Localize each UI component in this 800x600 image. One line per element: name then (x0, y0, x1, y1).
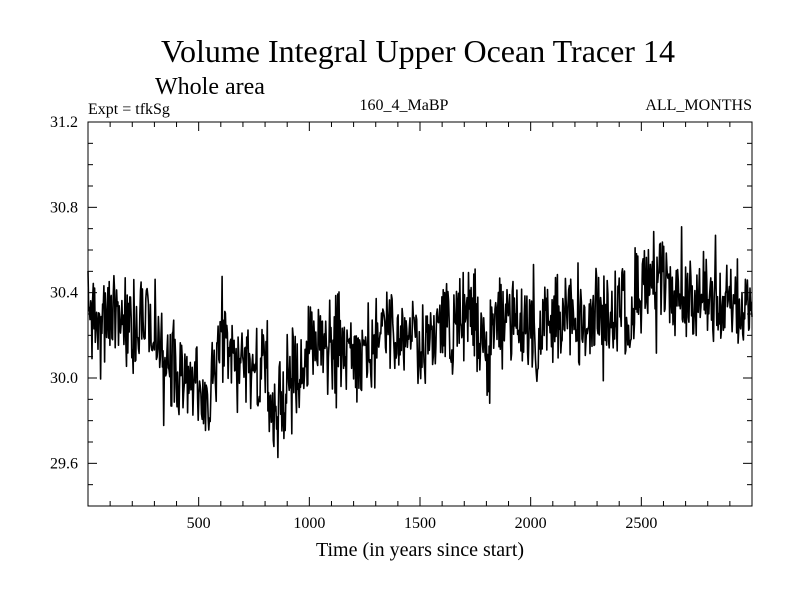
chart-title: Volume Integral Upper Ocean Tracer 14 (161, 33, 675, 69)
x-tick-label: 500 (187, 515, 211, 532)
chart-subtitle: Whole area (155, 74, 265, 100)
x-tick-label: 1000 (293, 515, 325, 532)
plot-frame (87, 121, 753, 507)
experiment-label: Expt = tfkSg (88, 101, 170, 118)
x-tick-label: 1500 (404, 515, 436, 532)
series-line (87, 226, 753, 459)
run-label: 160_4_MaBP (360, 97, 449, 114)
x-tick-label: 2500 (625, 515, 657, 532)
y-tick-label: 31.2 (50, 114, 78, 131)
y-tick-label: 30.0 (50, 370, 78, 387)
y-tick-label: 30.8 (50, 199, 78, 216)
y-tick-label: 29.6 (50, 455, 78, 472)
plot-area: 500 1000 1500 2000 2500 29.6 30.0 30.4 30.8 31.2 (50, 114, 753, 532)
x-axis-label: Time (in years since start) (316, 539, 524, 561)
months-label: ALL_MONTHS (645, 97, 752, 114)
y-tick-label: 30.4 (50, 285, 78, 302)
x-tick-label: 2000 (515, 515, 547, 532)
